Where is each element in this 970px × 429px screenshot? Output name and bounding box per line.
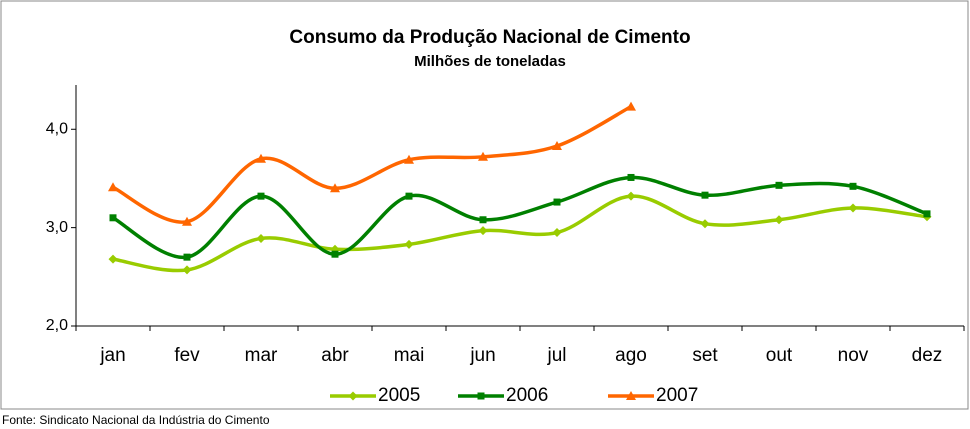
marker	[701, 191, 709, 199]
marker	[849, 182, 857, 190]
source-note: Fonte: Sindicato Nacional da Indústria d…	[2, 413, 270, 427]
marker	[330, 183, 340, 193]
marker	[553, 198, 561, 206]
marker	[700, 219, 710, 229]
marker	[626, 101, 636, 111]
series-line	[112, 105, 632, 224]
marker	[775, 181, 783, 189]
marker	[626, 391, 636, 400]
marker	[478, 151, 488, 161]
marker	[331, 250, 339, 258]
chart-title: Consumo da Produção Nacional de Cimento	[289, 27, 690, 48]
marker	[626, 191, 636, 201]
marker	[182, 216, 192, 226]
marker	[848, 203, 858, 213]
legend-label: 2006	[506, 385, 548, 406]
y-tick-label: 4,0	[46, 120, 68, 137]
chart-frame	[0, 0, 969, 410]
marker	[405, 192, 413, 200]
marker	[182, 265, 192, 275]
marker	[627, 173, 635, 181]
x-tick-label: jul	[546, 345, 566, 366]
marker	[477, 392, 485, 400]
marker	[108, 182, 118, 192]
legend-label: 2007	[656, 385, 698, 406]
x-tick-label: mai	[394, 345, 425, 366]
marker	[404, 154, 414, 164]
marker	[257, 192, 265, 200]
marker	[774, 215, 784, 225]
chart-subtitle: Milhões de toneladas	[414, 53, 566, 70]
marker	[478, 226, 488, 236]
x-tick-label: mar	[245, 345, 278, 366]
x-tick-label: abr	[321, 345, 349, 366]
x-tick-label: set	[692, 345, 718, 366]
marker	[183, 253, 191, 261]
marker	[404, 239, 414, 249]
x-tick-label: dez	[912, 345, 943, 366]
x-tick-label: ago	[615, 345, 647, 366]
x-tick-label: fev	[174, 345, 200, 366]
x-tick-label: out	[766, 345, 793, 366]
marker	[552, 140, 562, 150]
x-tick-label: jan	[99, 345, 125, 366]
y-tick-label: 2,0	[46, 317, 68, 334]
marker	[552, 228, 562, 238]
marker	[256, 153, 266, 163]
marker	[256, 233, 266, 243]
y-tick-label: 3,0	[46, 219, 68, 236]
legend-label: 2005	[378, 385, 420, 406]
marker	[923, 210, 931, 218]
x-tick-label: nov	[838, 345, 869, 366]
marker	[108, 254, 118, 264]
x-tick-label: jun	[469, 345, 495, 366]
marker	[348, 391, 358, 401]
marker	[109, 214, 117, 222]
marker	[479, 216, 487, 224]
